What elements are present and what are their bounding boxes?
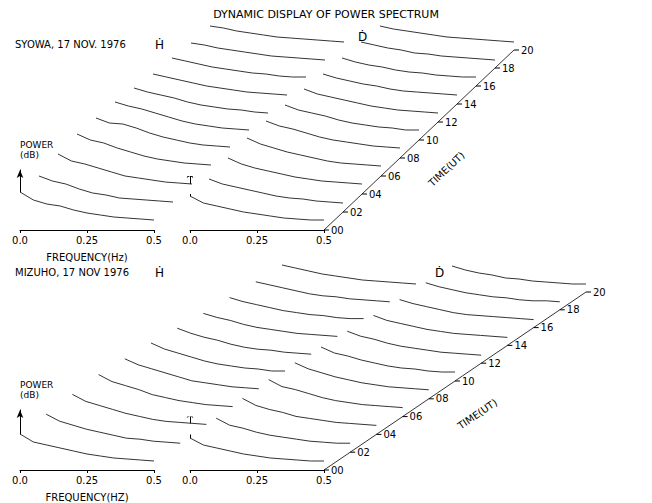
svg-text:0.0: 0.0 xyxy=(182,235,198,246)
svg-text:0.25: 0.25 xyxy=(246,235,268,246)
svg-text:0.0: 0.0 xyxy=(12,475,28,486)
svg-text:02: 02 xyxy=(350,207,363,218)
svg-text:Ḣ: Ḣ xyxy=(155,265,164,280)
svg-text:12: 12 xyxy=(445,117,458,128)
svg-text:0.25: 0.25 xyxy=(76,235,98,246)
svg-text:POWER: POWER xyxy=(20,140,53,150)
svg-text:14: 14 xyxy=(464,99,477,110)
svg-text:04: 04 xyxy=(383,429,396,440)
svg-text:DYNAMIC DISPLAY OF POWER SPECT: DYNAMIC DISPLAY OF POWER SPECTRUM xyxy=(213,8,439,21)
svg-text:16: 16 xyxy=(483,81,496,92)
svg-text:00: 00 xyxy=(331,225,344,236)
svg-text:08: 08 xyxy=(407,153,420,164)
svg-text:0.0: 0.0 xyxy=(12,235,28,246)
svg-text:TIME(UT): TIME(UT) xyxy=(455,397,499,432)
svg-text:0.5: 0.5 xyxy=(146,475,162,486)
svg-text:FREQUENCY(HZ): FREQUENCY(HZ) xyxy=(45,492,128,503)
svg-text:04: 04 xyxy=(369,189,382,200)
svg-text:10: 10 xyxy=(462,376,475,387)
svg-text:POWER: POWER xyxy=(20,380,53,390)
svg-text:18: 18 xyxy=(502,63,515,74)
svg-text:0.0: 0.0 xyxy=(182,475,198,486)
svg-text:TIME(UT): TIME(UT) xyxy=(426,149,467,189)
svg-text:Ḋ: Ḋ xyxy=(358,29,367,44)
svg-text:0.5: 0.5 xyxy=(146,235,162,246)
svg-text:0.25: 0.25 xyxy=(76,475,98,486)
svg-text:0.25: 0.25 xyxy=(246,475,268,486)
svg-text:FREQUENCY(Hz): FREQUENCY(Hz) xyxy=(46,252,128,263)
svg-text:MIZUHO, 17 NOV 1976: MIZUHO, 17 NOV 1976 xyxy=(15,267,129,278)
svg-text:(dB): (dB) xyxy=(20,390,39,400)
svg-text:Ḋ: Ḋ xyxy=(435,265,444,280)
svg-text:Ḣ: Ḣ xyxy=(155,37,164,52)
svg-text:(dB): (dB) xyxy=(20,150,39,160)
svg-text:20: 20 xyxy=(521,45,534,56)
svg-text:12: 12 xyxy=(488,358,501,369)
svg-text:08: 08 xyxy=(436,393,449,404)
svg-text:18: 18 xyxy=(567,304,580,315)
svg-text:20: 20 xyxy=(593,287,606,298)
svg-text:02: 02 xyxy=(357,447,370,458)
svg-text:14: 14 xyxy=(514,340,527,351)
svg-text:0.5: 0.5 xyxy=(316,475,332,486)
svg-text:06: 06 xyxy=(388,171,401,182)
svg-text:00: 00 xyxy=(331,465,344,476)
svg-text:10: 10 xyxy=(426,135,439,146)
svg-text:0.5: 0.5 xyxy=(316,235,332,246)
svg-text:06: 06 xyxy=(410,411,423,422)
svg-text:16: 16 xyxy=(541,322,554,333)
svg-text:SYOWA, 17 NOV. 1976: SYOWA, 17 NOV. 1976 xyxy=(15,39,126,50)
